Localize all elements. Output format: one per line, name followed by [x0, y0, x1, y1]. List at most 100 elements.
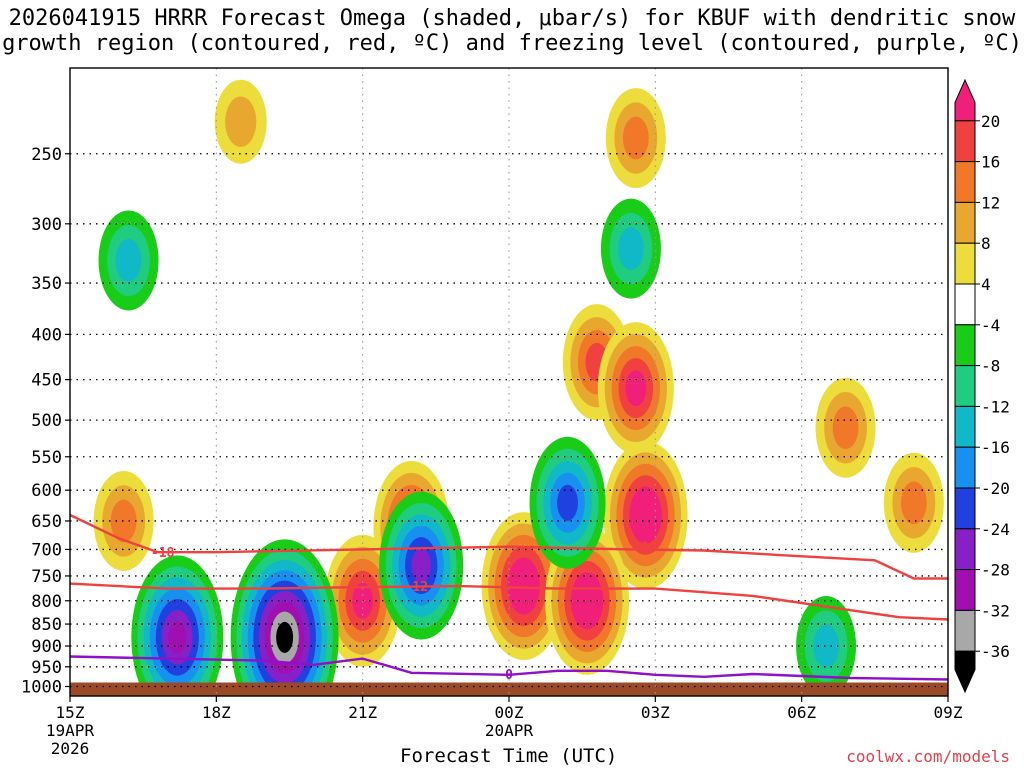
- chart-title: 2026041915 HRRR Forecast Omega (shaded, …: [0, 6, 1024, 56]
- contour-dgz-cold: [70, 513, 948, 580]
- colorbar-bin-16-to-20: [954, 120, 976, 163]
- y-tick-label-450: 450: [31, 371, 62, 391]
- omega-level--20: [557, 484, 578, 521]
- y-tick-label-650: 650: [31, 512, 62, 532]
- colorbar-label--24: -24: [981, 520, 1010, 539]
- y-tick-label-850: 850: [31, 615, 62, 635]
- y-tick-label-300: 300: [31, 215, 62, 235]
- colorbar-bin--20-to--16: [954, 446, 976, 489]
- x-tick-label-09Z: 09Z: [934, 703, 963, 722]
- colorbar-bin-8-to-12: [954, 201, 976, 244]
- colorbar-bin--8-to--4: [954, 324, 976, 367]
- contour-freezing-level: [70, 655, 948, 681]
- y-tick-label-950: 950: [31, 658, 62, 678]
- omega-level-20: [625, 370, 647, 407]
- colorbar-bin-20-to-24: [954, 78, 976, 122]
- y-tick-label-350: 350: [31, 274, 62, 294]
- omega-level-24: [635, 497, 656, 533]
- colorbar-bin--32-to--28: [954, 569, 976, 611]
- omega-level--12: [115, 239, 142, 282]
- omega-level-12: [900, 481, 927, 525]
- omega-cell-19: [796, 596, 857, 696]
- colorbar-label-4: 4: [981, 275, 991, 294]
- colorbar-bin--36-to--32: [954, 609, 976, 652]
- colorbar-bin--40-to--36: [954, 650, 976, 694]
- colorbar-label--16: -16: [981, 438, 1010, 457]
- colorbar-label-20: 20: [981, 112, 1000, 131]
- y-tick-label-400: 400: [31, 325, 62, 345]
- omega-level--28: [168, 620, 187, 654]
- x-tick-year-15Z: 2026: [51, 739, 90, 758]
- omega-level--24: [411, 548, 431, 583]
- omega-cell-17: [98, 210, 159, 311]
- omega-level-24: [513, 568, 534, 604]
- y-tick-label-500: 500: [31, 411, 62, 431]
- omega-cell-16: [379, 491, 464, 640]
- colorbar-label--36: -36: [981, 642, 1010, 661]
- title-line-2: growth region (contoured, red, ºC) and f…: [2, 31, 1022, 56]
- colorbar-bin--16-to--12: [954, 405, 976, 448]
- omega-level-12: [832, 406, 859, 450]
- x-axis-title: Forecast Time (UTC): [400, 745, 618, 767]
- ground-fill: [70, 682, 948, 696]
- contour-label-4: 0: [505, 668, 513, 683]
- omega-cell-13: [131, 555, 224, 696]
- omega-cell-4: [597, 322, 674, 455]
- colorbar-label--4: -4: [981, 316, 1000, 335]
- omega-level--12: [813, 624, 839, 668]
- colorbar-label--28: -28: [981, 561, 1010, 580]
- ground-layer: [70, 682, 948, 696]
- omega-cell-1: [214, 79, 267, 164]
- x-tick-label-00Z: 00Z: [495, 703, 524, 722]
- colorbar-bin-4-to-8: [954, 242, 976, 285]
- omega-level-12: [110, 499, 137, 543]
- x-tick-date-15Z: 19APR: [46, 721, 95, 740]
- x-tick-label-06Z: 06Z: [787, 703, 816, 722]
- colorbar-label--12: -12: [981, 397, 1010, 416]
- omega-cell-14: [230, 539, 339, 696]
- colorbar-bin-12-to-16: [954, 161, 976, 203]
- y-tick-label-700: 700: [31, 540, 62, 560]
- omega-level-8: [225, 96, 257, 147]
- x-tick-label-18Z: 18Z: [202, 703, 231, 722]
- contour-label-2: -12: [405, 580, 428, 595]
- y-tick-label-550: 550: [31, 448, 62, 468]
- omega-level--12: [618, 227, 644, 271]
- colorbar-label-8: 8: [981, 234, 991, 253]
- x-tick-label-03Z: 03Z: [641, 703, 670, 722]
- y-tick-label-600: 600: [31, 481, 62, 501]
- contour-dgz-warm: [70, 582, 948, 621]
- omega-level-12: [622, 116, 649, 160]
- omega-cell-12: [883, 452, 944, 553]
- y-tick-label-1000: 1000: [21, 678, 62, 698]
- omega-cell-15: [529, 436, 606, 569]
- omega-cell-2: [605, 88, 666, 189]
- colorbar-bin--4-to-4: [954, 283, 976, 326]
- omega-cell-11: [815, 377, 876, 478]
- x-tick-date-00Z: 20APR: [485, 721, 534, 740]
- contours: -18 -12 -18 0: [70, 513, 948, 683]
- colorbar-label--32: -32: [981, 601, 1010, 620]
- title-line-1: 2026041915 HRRR Forecast Omega (shaded, …: [8, 6, 1016, 31]
- omega-cell-5: [603, 441, 688, 590]
- omega-level--36: [276, 621, 294, 653]
- contour-label-1: -18: [151, 546, 175, 561]
- y-tick-label-800: 800: [31, 592, 62, 612]
- omega-level-24: [577, 583, 597, 618]
- colorbar-label-16: 16: [981, 153, 1000, 172]
- colorbar-bin--24-to--20: [954, 487, 976, 530]
- contour-label-3: -18: [634, 541, 658, 556]
- omega-cell-18: [600, 198, 661, 299]
- colorbar-bin--28-to--24: [954, 528, 976, 571]
- axes: 2503003504004505005506006507007508008509…: [21, 145, 963, 758]
- colorbar: 20 16 12 8 4 -4 -8 -12 -16 -20 -24 -28 -32 -36: [954, 78, 1010, 694]
- x-tick-label-15Z: 15Z: [56, 703, 85, 722]
- credit-text: coolwx.com/models: [846, 747, 1010, 766]
- y-tick-label-250: 250: [31, 145, 62, 165]
- colorbar-bin--12-to--8: [954, 365, 976, 407]
- x-tick-label-21Z: 21Z: [348, 703, 377, 722]
- colorbar-label-12: 12: [981, 193, 1000, 212]
- colorbar-label--20: -20: [981, 479, 1010, 498]
- colorbar-label--8: -8: [981, 357, 1000, 376]
